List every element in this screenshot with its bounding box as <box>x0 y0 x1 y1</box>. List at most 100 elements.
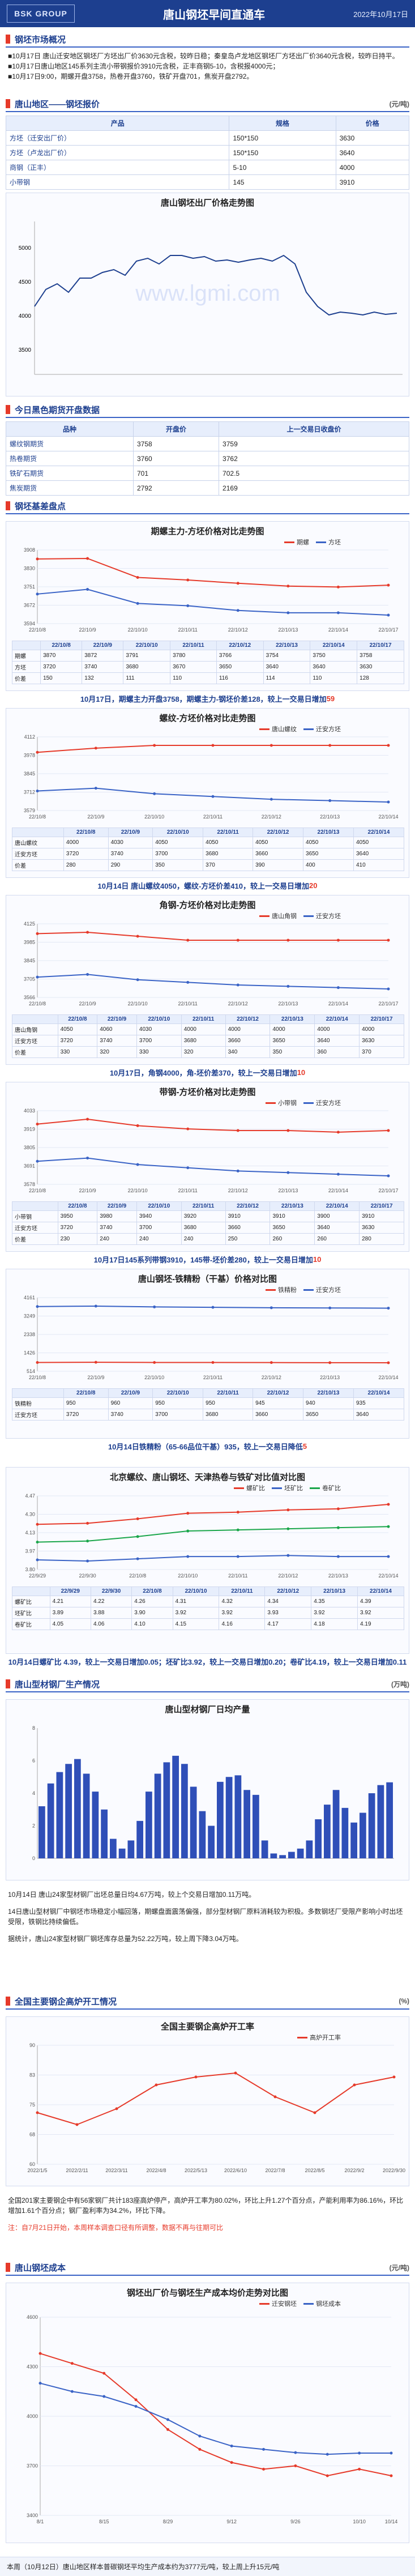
y-tick-label: 4.13 <box>25 1530 35 1536</box>
table-header-cell: 22/10/8 <box>131 1586 173 1596</box>
section-production: 唐山型材钢厂生产情况 (万吨) <box>0 1677 415 1692</box>
y-tick-label: 3845 <box>24 958 35 963</box>
table-header-cell: 22/10/9 <box>97 1014 137 1024</box>
table-header-cell: 22/10/12 <box>216 641 264 650</box>
data-point <box>390 2451 393 2455</box>
bar <box>306 1840 313 1858</box>
table-cell: 360 <box>314 1046 360 1058</box>
chart-svg: 514 1426 2338 3249 4161 22/10/8 22/10/9 22/10/1… <box>24 1295 399 1380</box>
table-cell: 3640 <box>314 1035 360 1047</box>
data-point <box>328 799 332 803</box>
data-point <box>387 1525 390 1528</box>
bar <box>74 1759 81 1858</box>
table-cell: 价差 <box>12 859 64 871</box>
x-tick-label: 22/10/9 <box>79 1001 96 1006</box>
data-point <box>387 583 390 587</box>
production-text: 10月14日 唐山24家型材钢厂出坯总量日均4.67万吨，较上个交易日增加0.1… <box>0 1886 415 1947</box>
table-header-cell: 22/10/9 <box>108 1388 153 1398</box>
caption-highlight: 10 <box>313 1255 322 1264</box>
y-tick-label: 2338 <box>24 1332 35 1337</box>
x-tick-label: 10/10 <box>353 2519 366 2524</box>
data-point <box>269 797 273 801</box>
data-point <box>328 744 332 747</box>
table-header-cell: 产品 <box>5 116 230 131</box>
table-header-cell: 22/10/8 <box>57 1201 98 1211</box>
section-unit: (%) <box>399 1997 409 2005</box>
legend-swatch <box>259 915 269 917</box>
data-point <box>136 1535 139 1538</box>
data-point <box>236 939 239 942</box>
chart-legend: 高炉开工率 <box>290 2033 341 2042</box>
table-cell: 3759 <box>219 436 409 451</box>
table-cell: 3680 <box>181 1222 226 1234</box>
table-row: 唐山角钢 4050 4060 4030 4000 4000 4000 4000 4000 <box>12 1023 404 1035</box>
data-point <box>36 1159 39 1163</box>
chart-caption: 10月17日145系列带钢3910，145带-坯价差280，较上一交易日增加 10 <box>6 1253 409 1265</box>
series-line <box>37 931 388 941</box>
data-point <box>155 2083 158 2087</box>
legend-swatch <box>259 2302 269 2305</box>
table-row: 迁安方坯 3720 3740 3700 3680 3660 3650 3640 <box>12 1409 405 1421</box>
data-point <box>136 935 139 938</box>
data-point <box>70 2362 74 2365</box>
bar <box>199 1811 206 1858</box>
table-cell: 3766 <box>216 650 264 662</box>
bar <box>38 1806 45 1858</box>
y-tick-label: 3805 <box>24 1145 35 1150</box>
y-tick-label: 4033 <box>24 1108 35 1114</box>
table-cell: 128 <box>357 672 404 684</box>
data-point <box>136 602 139 605</box>
table-cell: 4.26 <box>131 1596 173 1607</box>
table-cell: 4060 <box>97 1023 137 1035</box>
table-header-cell: 22/10/14 <box>357 1586 404 1596</box>
x-tick-label: 22/10/17 <box>378 1001 398 1006</box>
table-cell: 3920 <box>181 1210 226 1222</box>
legend-swatch <box>303 728 314 730</box>
data-point <box>353 2083 356 2087</box>
data-point <box>36 1360 39 1364</box>
bar <box>92 1792 99 1858</box>
x-tick-label: 8/29 <box>163 2519 173 2524</box>
table-header-cell: 22/10/8 <box>57 1014 98 1024</box>
data-point <box>36 1558 39 1562</box>
chart-legend: 小带钢 迁安方坯 <box>259 1098 341 1107</box>
data-point <box>286 1508 290 1512</box>
x-tick-label: 22/10/14 <box>378 1375 398 1380</box>
section-futures: 今日黑色期货开盘数据 品种 开盘价 上一交易日收盘价 螺纹钢期货 3758 37… <box>0 402 415 499</box>
table-header-cell: 22/10/14 <box>310 641 358 650</box>
section-marker <box>6 501 10 510</box>
table-header-row: 22/10/8 22/10/9 22/10/10 22/10/11 22/10/12 22… <box>12 1388 405 1398</box>
table-cell: 4.32 <box>219 1596 266 1607</box>
bar <box>190 1786 197 1858</box>
data-point <box>86 1559 89 1563</box>
y-tick-label: 3908 <box>24 547 35 553</box>
table-cell: 4.06 <box>90 1618 132 1630</box>
table-header-row: 22/10/8 22/10/9 22/10/10 22/10/11 22/10/12 22… <box>12 1201 404 1211</box>
chart-svg: 3579 3712 3845 3978 4112 22/10/8 22/10/9 22/10/… <box>24 734 399 820</box>
market-overview-text: ■10月17日 唐山迁安地区钢坯厂方坯出厂价3630元含税，较昨日稳；秦皇岛卢龙… <box>0 48 415 85</box>
table-cell: 260 <box>314 1233 360 1245</box>
table-cell: 3720 <box>57 1222 98 1234</box>
table-cell: 940 <box>303 1397 354 1409</box>
data-point <box>387 939 390 942</box>
table-header-cell: 价格 <box>335 116 410 131</box>
legend-item: 唐山螺纹 <box>259 724 297 733</box>
data-point <box>186 1555 190 1558</box>
x-tick-label: 22/10/12 <box>278 1573 298 1579</box>
legend-item: 迁安方坯 <box>303 1098 341 1107</box>
table-cell: 340 <box>225 1046 271 1058</box>
x-tick-label: 2022/6/10 <box>224 2168 247 2173</box>
x-tick-label: 22/10/10 <box>128 1188 148 1193</box>
y-tick-label: 2 <box>32 1823 35 1829</box>
caption-highlight: 5 <box>302 1441 307 1451</box>
bar <box>350 1822 357 1858</box>
x-tick-label: 22/10/9 <box>87 814 104 820</box>
table-header-cell: 22/10/10 <box>136 1014 182 1024</box>
table-cell: 935 <box>353 1397 405 1409</box>
x-tick-label: 22/10/9 <box>79 1188 96 1193</box>
data-point <box>236 582 239 585</box>
table-cell: 702.5 <box>219 466 409 481</box>
table-cell: 4.10 <box>131 1618 173 1630</box>
table-header-cell: 22/10/13 <box>311 1586 358 1596</box>
table-cell: 950 <box>152 1397 204 1409</box>
